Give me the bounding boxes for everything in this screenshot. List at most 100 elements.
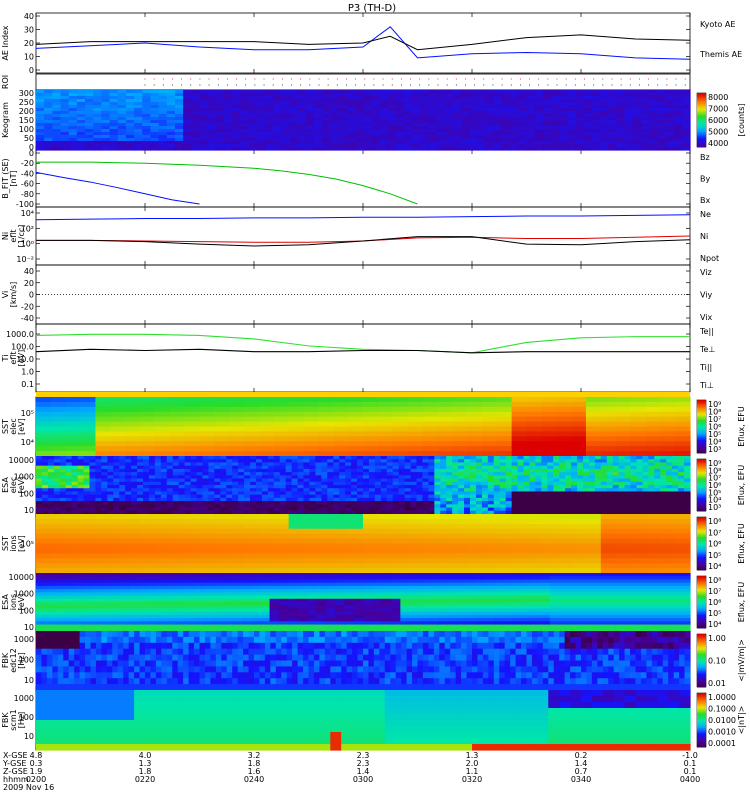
esa-elec-cell	[582, 510, 590, 515]
esa-elec-cell	[196, 485, 204, 489]
sst-ions-cell	[110, 543, 126, 550]
keogram-cell	[371, 93, 380, 97]
keogram-cell	[52, 123, 62, 127]
keogram-cell	[395, 120, 405, 124]
esa-elec-cell	[440, 475, 447, 480]
sst-ions-cell	[65, 538, 82, 545]
sst-ions-cell	[348, 568, 364, 574]
esa-elec-cell	[582, 456, 590, 460]
keogram-cell	[436, 141, 446, 145]
sst-elec-cell	[110, 421, 126, 428]
keogram-cell	[142, 129, 152, 133]
keogram-cell	[403, 96, 413, 100]
esa-elec-cell	[315, 478, 322, 483]
sst-elec-cell	[556, 441, 572, 447]
sst-elec-cell	[467, 406, 483, 413]
sst-elec-cell	[169, 401, 186, 408]
keogram-cell	[436, 135, 446, 139]
keogram-cell	[281, 108, 291, 112]
esa-elec-cell	[618, 485, 626, 489]
keogram-cell	[273, 96, 282, 100]
esa-elec-cell	[107, 481, 114, 486]
sst-elec-cell	[258, 436, 275, 442]
keogram-cell	[493, 141, 503, 145]
keogram-cell	[183, 99, 192, 103]
esa-elec-cell	[321, 491, 328, 496]
esa-elec-cell	[630, 504, 638, 509]
keogram-cell	[542, 108, 552, 112]
sst-ions-cell	[184, 533, 201, 540]
esa-elec-cell	[392, 472, 400, 476]
keogram-cell	[665, 90, 675, 94]
esa-elec-cell	[131, 456, 138, 460]
esa-elec-cell	[125, 494, 132, 499]
sst-elec-cell	[303, 441, 320, 447]
keogram-cell	[526, 99, 536, 103]
esa-elec-cell	[594, 456, 602, 460]
esa-elec-cell	[119, 481, 126, 486]
keogram-cell	[616, 141, 626, 145]
esa-elec-cell	[184, 488, 192, 493]
keogram-cell	[428, 132, 438, 136]
esa-elec-cell	[577, 485, 584, 489]
keogram-cell	[289, 147, 299, 151]
sst-ions-cell	[333, 523, 349, 530]
esa-elec-cell	[208, 465, 215, 470]
keogram-colorbar-cell	[697, 140, 706, 143]
esa-elec-cell	[77, 488, 85, 493]
esa-elec-cell	[345, 510, 352, 515]
sst-ions-cell	[288, 553, 305, 559]
esa-elec-cell	[345, 494, 352, 499]
esa-elec-cell	[339, 456, 346, 460]
esa-elec-cell	[273, 468, 281, 473]
esa-elec-cell	[434, 501, 441, 505]
keogram-cell	[412, 138, 421, 142]
keogram-cell	[289, 117, 299, 121]
esa-elec-cell	[202, 472, 210, 476]
sst-elec-cell	[333, 441, 349, 447]
esa-elec-cell	[577, 475, 584, 480]
esa-elec-cell	[654, 501, 661, 505]
keogram-cell	[44, 129, 53, 133]
esa-elec-cell	[89, 497, 97, 502]
esa-elec-cell	[547, 465, 554, 470]
esa-elec-cell	[416, 472, 424, 476]
sst-elec-cell	[303, 446, 320, 452]
sst-elec-cell	[214, 411, 230, 418]
esa-elec-cell	[588, 494, 596, 499]
esa-elec-cell	[351, 494, 358, 499]
keogram-cell	[452, 138, 462, 142]
esa-elec-cell	[208, 488, 215, 493]
sst-ions-cell	[377, 518, 394, 525]
sst-elec-cell	[65, 436, 82, 442]
sst-elec-cell	[184, 446, 201, 452]
esa-elec-cell	[446, 491, 453, 496]
sst-ions-cell	[422, 568, 438, 574]
esa-elec-cell	[577, 507, 584, 512]
keogram-cell	[551, 147, 560, 151]
esa-elec-cell	[327, 481, 334, 486]
esa-elec-cell	[41, 510, 49, 515]
keogram-cell	[174, 132, 184, 136]
esa-elec-cell	[137, 468, 144, 473]
esa-elec-cell	[291, 510, 299, 515]
keogram-cell	[207, 93, 217, 97]
sst-ions-cell	[303, 543, 320, 550]
esa-elec-cell	[327, 510, 334, 515]
esa-elec-cell	[600, 494, 608, 499]
esa-elec-cell	[440, 507, 447, 512]
sst-ions-cell	[615, 518, 632, 525]
keogram-cell	[395, 141, 405, 145]
esa-elec-cell	[279, 472, 287, 476]
esa-elec-cell	[440, 478, 447, 483]
esa-elec-cell	[529, 478, 537, 483]
esa-elec-cell	[565, 494, 572, 499]
esa-elec-cell	[511, 504, 519, 509]
esa-elec-cell	[315, 501, 322, 505]
esa-elec-cell	[660, 504, 667, 509]
esa-elec-cell	[119, 501, 126, 505]
esa-elec-cell	[636, 501, 644, 505]
keogram-cell	[76, 141, 86, 145]
keogram-cell	[469, 90, 479, 94]
esa-elec-cell	[434, 465, 441, 470]
